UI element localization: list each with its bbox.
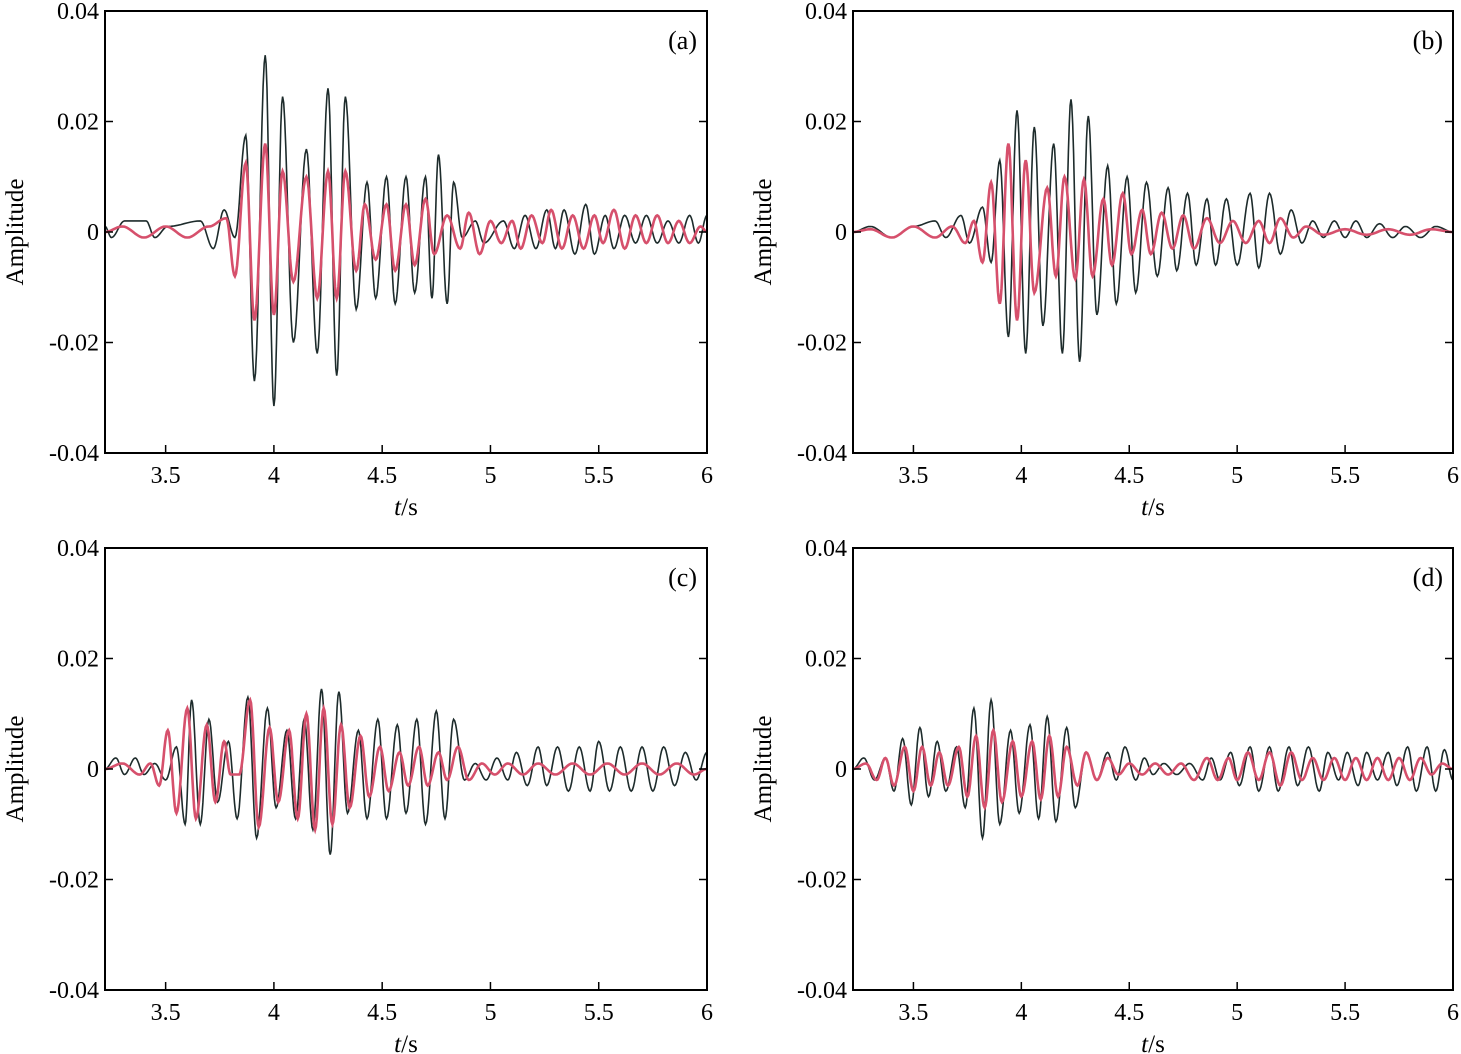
y-axis-label: Amplitude (2, 716, 29, 823)
x-tick-label: 5 (484, 1000, 496, 1026)
y-tick-label: 0 (87, 220, 99, 246)
x-tick-label: 4 (1015, 1000, 1027, 1026)
plot-frame (104, 10, 708, 454)
y-axis-label: Amplitude (750, 716, 777, 823)
x-tick-label: 5 (1231, 1000, 1243, 1026)
y-tick-label: 0 (87, 757, 99, 783)
x-tick-label: 4.5 (1114, 463, 1144, 489)
panel-d: 3.5 4 4.5 5 5.5 6 -0.04 -0.02 0 0.02 0.04 (d) t/s Amp… (750, 536, 1459, 1054)
x-tick-label: 6 (1447, 463, 1459, 489)
x-tick-label: 6 (701, 1000, 713, 1026)
black-trace-series (105, 55, 707, 407)
x-tick-label: 4 (268, 463, 280, 489)
x-tick-label: 4.5 (1114, 1000, 1144, 1026)
x-tick-label: 3.5 (898, 463, 928, 489)
y-tick-label: -0.02 (49, 331, 99, 357)
black-trace-series (853, 99, 1453, 362)
x-tick-label: 4 (268, 1000, 280, 1026)
y-tick-label: 0 (835, 220, 847, 246)
red-trace-series (105, 143, 707, 321)
x-tick-label: 5.5 (584, 463, 614, 489)
x-tick-label: 4.5 (367, 463, 397, 489)
y-tick-label: 0.04 (57, 536, 99, 562)
x-tick-label: 5 (1231, 463, 1243, 489)
x-tick-label: 5.5 (1330, 463, 1360, 489)
x-axis-label: t/s (394, 494, 418, 521)
black-trace-series (105, 688, 707, 855)
y-tick-label: -0.04 (49, 978, 99, 1004)
y-tick-label: -0.04 (49, 441, 99, 467)
x-axis-label: t/s (1141, 494, 1165, 521)
x-tick-label: 4.5 (367, 1000, 397, 1026)
y-tick-label: 0 (835, 757, 847, 783)
x-axis-label: t/s (394, 1031, 418, 1054)
panel-label: (b) (1413, 26, 1443, 55)
x-tick-label: 3.5 (151, 1000, 181, 1026)
x-tick-label: 5 (484, 463, 496, 489)
y-tick-label: 0.04 (805, 536, 847, 562)
panel-b: 3.5 4 4.5 5 5.5 6 -0.04 -0.02 0 0.02 0.04 (b) t/s Amp… (750, 0, 1459, 521)
red-trace-series (853, 727, 1453, 811)
x-tick-label: 6 (1447, 1000, 1459, 1026)
panel-label: (c) (668, 563, 697, 592)
x-tick-label: 5.5 (584, 1000, 614, 1026)
x-axis-label: t/s (1141, 1031, 1165, 1054)
panel-c: 3.5 4 4.5 5 5.5 6 -0.04 -0.02 0 0.02 0.04 (c) t/s Amp… (2, 536, 713, 1054)
x-tick-label: 5.5 (1330, 1000, 1360, 1026)
y-tick-label: 0.02 (805, 110, 847, 136)
y-tick-label: -0.02 (797, 868, 847, 894)
y-axis-label: Amplitude (750, 179, 777, 286)
panel-label: (d) (1413, 563, 1443, 592)
y-tick-label: 0.04 (57, 0, 99, 25)
y-tick-label: 0.04 (805, 0, 847, 25)
y-tick-label: -0.02 (797, 331, 847, 357)
y-tick-label: 0.02 (57, 110, 99, 136)
x-tick-label: 6 (701, 463, 713, 489)
panel-label: (a) (668, 26, 697, 55)
x-tick-label: 3.5 (898, 1000, 928, 1026)
x-tick-label: 3.5 (151, 463, 181, 489)
y-axis-label: Amplitude (2, 179, 29, 286)
y-tick-label: 0.02 (805, 647, 847, 673)
y-tick-label: -0.04 (797, 978, 847, 1004)
panel-a: 3.5 4 4.5 5 5.5 6 -0.04 -0.02 0 0.02 0.04 (a) t/s Amp… (2, 0, 713, 521)
y-tick-label: -0.04 (797, 441, 847, 467)
y-tick-label: 0.02 (57, 647, 99, 673)
red-trace-series (853, 143, 1453, 321)
y-tick-label: -0.02 (49, 868, 99, 894)
red-trace-series (105, 696, 707, 835)
x-tick-label: 4 (1015, 463, 1027, 489)
